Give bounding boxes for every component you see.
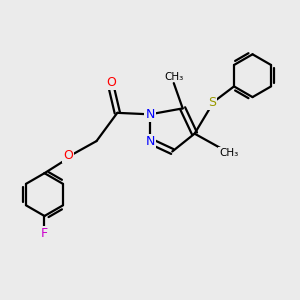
Text: S: S	[208, 96, 216, 109]
Text: CH₃: CH₃	[219, 148, 239, 158]
Text: O: O	[63, 149, 73, 162]
Text: CH₃: CH₃	[164, 72, 183, 82]
Text: N: N	[145, 108, 155, 121]
Text: N: N	[145, 135, 155, 148]
Text: O: O	[106, 76, 116, 89]
Text: F: F	[41, 227, 48, 240]
